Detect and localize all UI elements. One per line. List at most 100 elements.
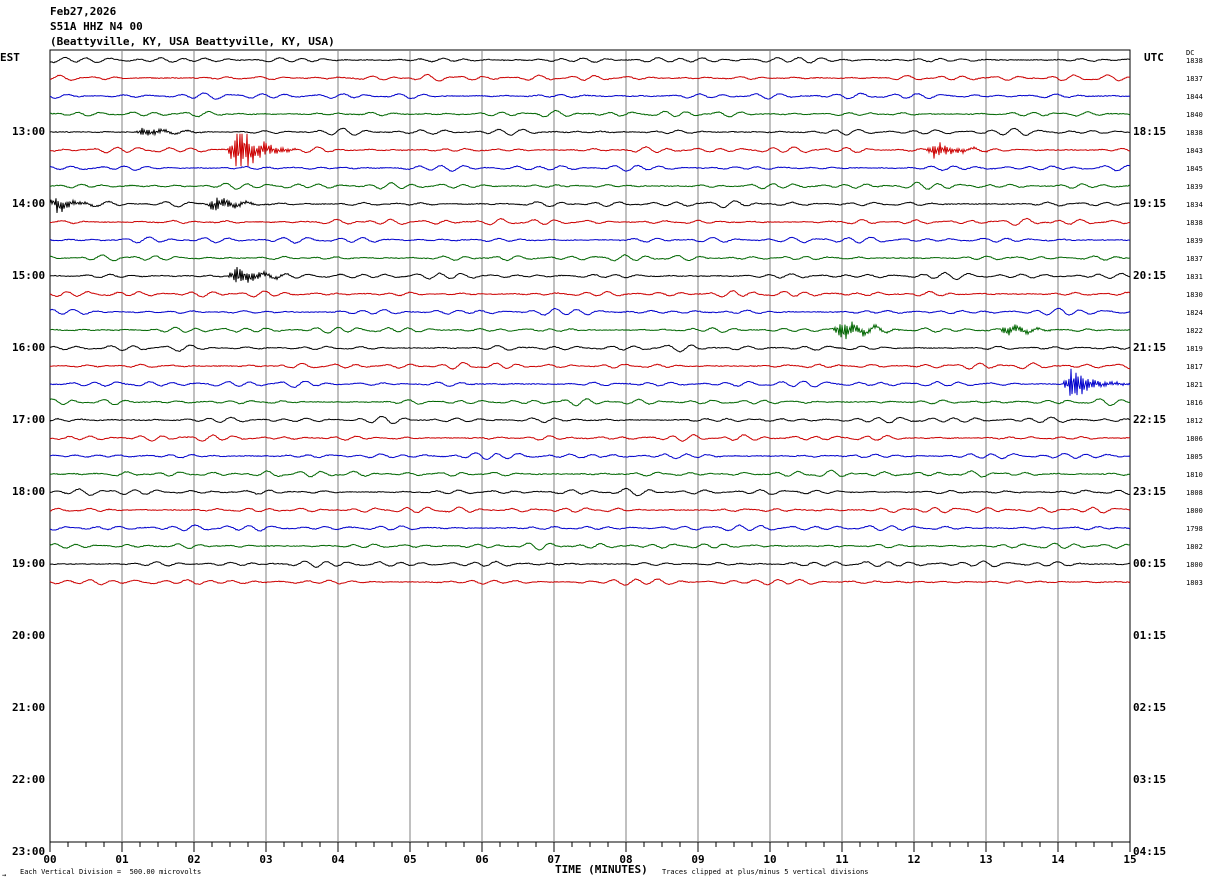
trace-line	[49, 236, 1131, 244]
dc-column-label: DC	[1186, 49, 1195, 57]
trace-line	[49, 434, 1131, 442]
right-hour-label: 04:15	[1133, 845, 1166, 858]
trace-line	[49, 362, 1131, 370]
station-label: S51A HHZ N4 00	[50, 20, 143, 33]
trace-line	[49, 452, 1131, 460]
left-hour-label: 20:00	[12, 629, 45, 642]
trace-line	[49, 267, 1131, 283]
left-hour-label: 21:00	[12, 701, 45, 714]
left-hour-label: 22:00	[12, 773, 45, 786]
plot-frame	[49, 49, 1131, 843]
dc-offset-label: 1821	[1186, 381, 1203, 389]
trace-line	[50, 92, 1131, 100]
trace-line	[49, 578, 1131, 586]
clip-note: Traces clipped at plus/minus 5 vertical …	[662, 868, 869, 876]
right-hour-label: 18:15	[1133, 125, 1166, 138]
trace-layer	[49, 56, 1131, 586]
right-hour-label: 19:15	[1133, 197, 1166, 210]
x-tick-label: 05	[403, 853, 416, 866]
trace-line	[49, 73, 1131, 82]
x-axis-title: TIME (MINUTES)	[555, 863, 648, 876]
left-hour-label: 18:00	[12, 485, 45, 498]
trace-line	[49, 415, 1131, 425]
location-label: (Beattyville, KY, USA Beattyville, KY, U…	[50, 35, 335, 48]
trace-line	[49, 217, 1131, 226]
x-tick-label: 10	[763, 853, 776, 866]
trace-line	[49, 109, 1131, 118]
x-tick-label: 13	[979, 853, 992, 866]
dc-offset-label: 1845	[1186, 165, 1203, 173]
x-tick-label: 15	[1123, 853, 1136, 866]
dc-offset-label: 1837	[1186, 75, 1203, 83]
left-hour-label: 13:00	[12, 125, 45, 138]
dc-offset-label: 1840	[1186, 111, 1203, 119]
x-tick-label: 11	[835, 853, 849, 866]
dc-offset-label: 1834	[1186, 201, 1203, 209]
trace-line	[49, 127, 1131, 137]
trace-line	[49, 321, 1131, 340]
dc-offset-label: 1822	[1186, 327, 1203, 335]
scale-note: Each Vertical Division = 500.00 microvol…	[20, 868, 202, 876]
x-tick-label: 09	[691, 853, 704, 866]
left-hour-label: 23:00	[12, 845, 45, 858]
dc-offset-label: 1817	[1186, 363, 1203, 371]
x-tick-label: 03	[259, 853, 272, 866]
trace-line	[49, 344, 1131, 353]
left-hour-label: 14:00	[12, 197, 45, 210]
dc-offset-label: 1812	[1186, 417, 1203, 425]
corner-arrow-icon: →	[2, 871, 7, 879]
trace-line	[49, 469, 1131, 478]
dc-offset-label: 1838	[1186, 57, 1203, 65]
dc-offset-label: 1805	[1186, 453, 1203, 461]
left-hour-label: 17:00	[12, 413, 45, 426]
dc-offset-label: 1830	[1186, 291, 1203, 299]
right-hour-label: 01:15	[1133, 629, 1166, 642]
right-hour-label: 21:15	[1133, 341, 1166, 354]
trace-line	[49, 506, 1131, 514]
x-tick-label: 08	[619, 853, 632, 866]
x-tick-label: 02	[187, 853, 200, 866]
dc-offset-label: 1816	[1186, 399, 1203, 407]
right-hour-label: 02:15	[1133, 701, 1166, 714]
trace-line	[49, 307, 1131, 316]
trace-line	[49, 398, 1131, 407]
trace-line	[49, 290, 1131, 298]
trace-line	[49, 181, 1131, 190]
x-tick-label: 06	[475, 853, 489, 866]
x-tick-label: 12	[907, 853, 920, 866]
x-tick-label: 07	[547, 853, 560, 866]
dc-offset-label: 1802	[1186, 543, 1203, 551]
dc-offset-label: 1819	[1186, 345, 1203, 353]
trace-line	[49, 524, 1131, 532]
dc-offset-label: 1839	[1186, 183, 1203, 191]
right-hour-label: 20:15	[1133, 269, 1166, 282]
dc-offset-label: 1837	[1186, 255, 1203, 263]
dc-offset-label: 1803	[1186, 579, 1203, 587]
x-tick-label: 14	[1051, 853, 1065, 866]
label-layer: 00 01 02 03 04 05 06 07 08 09 10 11 12 13 14 15 13:00 14:…	[12, 57, 1203, 866]
trace-line	[49, 133, 1131, 167]
x-tick-label: 00	[43, 853, 56, 866]
dc-offset-label: 1831	[1186, 273, 1203, 281]
dc-offset-label: 1800	[1186, 561, 1203, 569]
x-tick-label: 04	[331, 853, 345, 866]
dc-offset-label: 1843	[1186, 147, 1203, 155]
dc-offset-label: 1800	[1186, 507, 1203, 515]
trace-line	[49, 56, 1131, 64]
left-hour-label: 19:00	[12, 557, 45, 570]
dc-offset-label: 1806	[1186, 435, 1203, 443]
dc-offset-label: 1839	[1186, 237, 1203, 245]
right-timezone-label: UTC	[1144, 51, 1164, 64]
dc-offset-label: 1810	[1186, 471, 1203, 479]
trace-line	[49, 487, 1131, 497]
left-hour-label: 15:00	[12, 269, 45, 282]
trace-line	[49, 560, 1131, 568]
dc-offset-label: 1808	[1186, 489, 1203, 497]
trace-line	[49, 368, 1131, 396]
trace-line	[49, 254, 1131, 262]
dc-offset-label: 1798	[1186, 525, 1203, 533]
date-label: Feb27,2026	[50, 5, 117, 18]
trace-line	[49, 164, 1131, 172]
x-tick-label: 01	[115, 853, 129, 866]
